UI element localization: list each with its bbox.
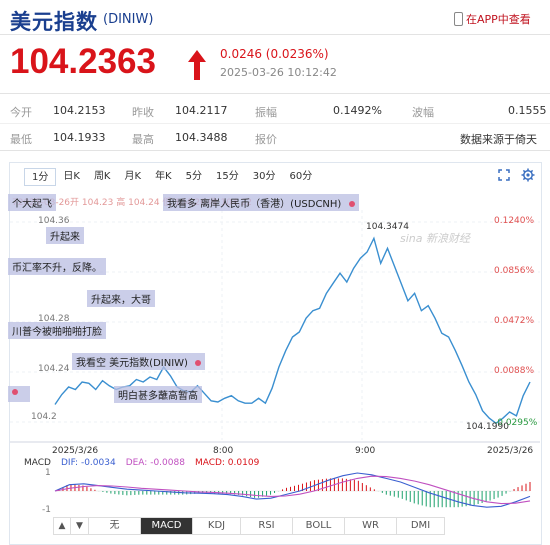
fullscreen-icon[interactable] bbox=[498, 169, 510, 181]
macd-value-label: MACD: 0.0109 bbox=[194, 458, 260, 468]
stat-label-prev-close: 昨收 bbox=[132, 106, 154, 119]
tab-1min[interactable]: 1分 bbox=[24, 168, 57, 186]
danmaku-comment: 明白甚多蘸高暂高 bbox=[114, 386, 202, 403]
stat-value-low: 104.1933 bbox=[53, 131, 106, 144]
stat-value-open: 104.2153 bbox=[53, 104, 106, 117]
y-right-tick-label: -0.0295% bbox=[494, 418, 538, 428]
danmaku-close-icon[interactable] bbox=[195, 360, 202, 366]
indicator-tab-wr[interactable]: WR bbox=[345, 517, 397, 535]
danmaku-comment: 我看多 离岸人民币（香港）(USDCNH) bbox=[163, 194, 359, 211]
chart-grid bbox=[10, 210, 540, 443]
ohlc-ticker-line: 72025-03-26开 104.23 高 104.24 低 104.20 收 … bbox=[12, 198, 253, 208]
y-right-tick-label: 0.0856% bbox=[494, 266, 535, 276]
x-tick-label: 8:00 bbox=[213, 446, 234, 456]
macd-dea-label: DEA: -0.0088 bbox=[125, 458, 185, 468]
macd-y-tick: -1 bbox=[42, 505, 51, 515]
danmaku-text: 我看多 离岸人民币（香港）(USDCNH) bbox=[167, 199, 342, 210]
indicator-tab-none[interactable]: 无 bbox=[89, 517, 141, 535]
tab-yearly[interactable]: 年K bbox=[155, 171, 172, 182]
stat-label-open: 今开 bbox=[10, 106, 32, 119]
data-source-note: 数据来源于倚天 bbox=[460, 133, 537, 146]
y-right-tick-label: 0.0088% bbox=[494, 366, 535, 376]
x-tick-label: 2025/3/26 bbox=[487, 446, 534, 456]
stat-label-low: 最低 bbox=[10, 133, 32, 146]
gear-icon[interactable] bbox=[521, 168, 535, 182]
low-point-label: 104.1990 bbox=[466, 422, 509, 432]
tab-5min[interactable]: 5分 bbox=[185, 171, 202, 182]
y-tick-label: 104.28 bbox=[38, 314, 70, 324]
danmaku-comment bbox=[8, 386, 30, 402]
price-change: 0.0246 (0.0236%) bbox=[220, 47, 329, 61]
stats-bottom-divider bbox=[0, 150, 550, 151]
tab-monthly[interactable]: 月K bbox=[124, 171, 142, 182]
y-tick-label: 104.36 bbox=[38, 216, 70, 226]
open-in-app-label: 在APP中查看 bbox=[466, 13, 531, 26]
stat-label-quote: 报价 bbox=[255, 133, 277, 146]
y-tick-label: 104.24 bbox=[38, 364, 70, 374]
tab-weekly[interactable]: 周K bbox=[93, 171, 111, 182]
scroll-up-icon[interactable]: ▲ bbox=[53, 517, 71, 535]
sina-watermark: sina 新浪财经 bbox=[400, 232, 471, 245]
stat-value-range: 0.1555 bbox=[508, 104, 547, 117]
period-tabs: 1分 日K 周K 月K 年K 5分 15分 30分 60分 bbox=[24, 168, 319, 186]
indicator-tab-dmi[interactable]: DMI bbox=[397, 517, 445, 535]
phone-icon bbox=[454, 12, 463, 26]
stat-value-prev-close: 104.2117 bbox=[175, 104, 228, 117]
y-right-tick-label: 0.0472% bbox=[494, 316, 535, 326]
x-tick-label: 9:00 bbox=[355, 446, 376, 456]
macd-dif-label: DIF: -0.0034 bbox=[60, 458, 116, 468]
macd-legend: MACD DIF: -0.0034 DEA: -0.0088 MACD: 0.0… bbox=[24, 458, 259, 468]
y-right-tick-label: 0.1240% bbox=[494, 216, 535, 226]
tab-daily[interactable]: 日K bbox=[63, 171, 80, 182]
watermark: sina 新浪财经 bbox=[400, 232, 471, 245]
macd-y-tick: 1 bbox=[45, 468, 51, 478]
danmaku-comment: 升起来，大哥 bbox=[87, 290, 155, 307]
tab-30min[interactable]: 30分 bbox=[252, 171, 276, 182]
indicator-tab-kdj[interactable]: KDJ bbox=[193, 517, 241, 535]
header-divider bbox=[0, 34, 550, 35]
danmaku-close-icon[interactable] bbox=[12, 389, 18, 395]
symbol-code: (DINIW) bbox=[103, 12, 154, 27]
current-price: 104.2363 bbox=[10, 42, 156, 81]
danmaku-comment: 个大起飞 bbox=[8, 194, 56, 211]
danmaku-comment: 川普今被啪啪啪打脸 bbox=[8, 322, 106, 339]
danmaku-close-icon[interactable] bbox=[348, 201, 355, 207]
y-tick-label: 104.2 bbox=[31, 412, 57, 422]
indicator-tab-macd[interactable]: MACD bbox=[141, 517, 193, 535]
danmaku-comment: 币汇率不升，反降。 bbox=[8, 258, 106, 275]
macd-chart bbox=[54, 472, 531, 508]
stat-label-high: 最高 bbox=[132, 133, 154, 146]
price-line bbox=[54, 236, 531, 425]
macd-title: MACD bbox=[24, 458, 51, 468]
stat-label-range: 波幅 bbox=[412, 106, 434, 119]
page-title: 美元指数 bbox=[10, 10, 98, 34]
x-tick-label: 2025/3/26 bbox=[52, 446, 99, 456]
danmaku-comment: 我看空 美元指数(DINIW) bbox=[72, 353, 206, 370]
tab-60min[interactable]: 60分 bbox=[289, 171, 313, 182]
high-point-label: 104.3474 bbox=[366, 222, 409, 232]
indicator-nav: ▲ ▼ 无 MACD KDJ RSI BOLL WR DMI bbox=[53, 517, 445, 535]
macd-dif-line bbox=[54, 472, 531, 508]
timestamp: 2025-03-26 10:12:42 bbox=[220, 66, 337, 79]
open-in-app-link[interactable]: 在APP中查看 bbox=[454, 11, 531, 27]
macd-dea-line bbox=[54, 475, 531, 505]
indicator-tab-rsi[interactable]: RSI bbox=[241, 517, 293, 535]
stats-top-divider bbox=[0, 93, 550, 94]
stat-label-amplitude: 振幅 bbox=[255, 106, 277, 119]
scroll-down-icon[interactable]: ▼ bbox=[71, 517, 89, 535]
danmaku-comment: 升起来 bbox=[46, 227, 84, 244]
tab-15min[interactable]: 15分 bbox=[216, 171, 239, 182]
stat-value-amplitude: 0.1492% bbox=[333, 104, 382, 117]
arrow-up-icon bbox=[188, 50, 206, 80]
stats-mid-divider bbox=[0, 123, 550, 124]
danmaku-text: 我看空 美元指数(DINIW) bbox=[76, 358, 188, 369]
stat-value-high: 104.3488 bbox=[175, 131, 228, 144]
indicator-tab-boll[interactable]: BOLL bbox=[293, 517, 345, 535]
